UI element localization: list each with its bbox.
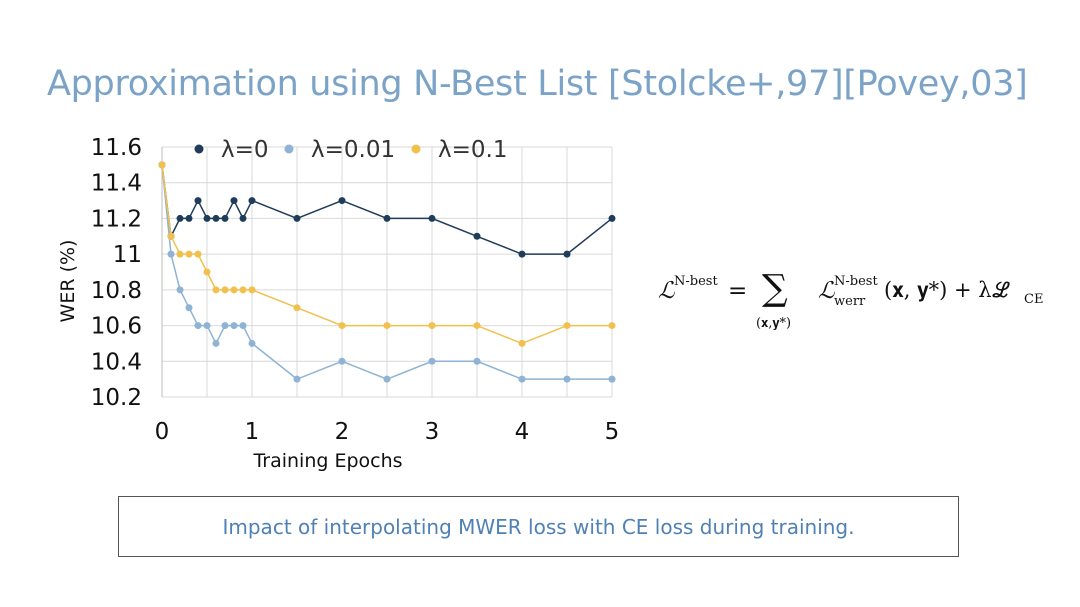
series-2-point [221, 286, 229, 294]
series-1-point [221, 322, 229, 330]
series-1-point [239, 322, 247, 330]
formula-equals: = [728, 278, 748, 304]
formula-term: ℒ [818, 278, 835, 304]
y-tick-label: 10.8 [91, 278, 142, 304]
x-tick-label: 2 [335, 419, 350, 445]
y-tick-label: 10.4 [91, 349, 142, 375]
x-tick-label: 5 [605, 419, 620, 445]
slide-title: Approximation using N-Best List [Stolcke… [47, 64, 1028, 104]
series-2-point [248, 286, 256, 294]
x-axis-title: Training Epochs [252, 450, 402, 472]
y-tick-label: 11.6 [91, 135, 142, 161]
series-2-point [158, 161, 166, 169]
series-0-point [338, 197, 346, 205]
series-1-point [428, 357, 436, 365]
series-2-point [194, 250, 202, 258]
series-0-point [185, 214, 193, 222]
series-0-point [239, 214, 247, 222]
formula-arguments: (𝐱, 𝐲*) + λℒ [884, 278, 1011, 302]
formula-lhs: ℒ [658, 278, 675, 304]
formula-term-subscript: werr [834, 294, 866, 309]
series-1-point [383, 375, 391, 383]
series-1-point [176, 286, 184, 294]
series-1-point [563, 375, 571, 383]
legend-marker-1 [284, 144, 294, 154]
x-tick-label: 1 [245, 419, 260, 445]
series-2-point [167, 232, 175, 240]
x-tick-label: 3 [425, 419, 440, 445]
series-0-point [203, 214, 211, 222]
series-1-point [473, 357, 481, 365]
legend-marker-0 [194, 144, 204, 154]
series-1-point [203, 322, 211, 330]
series-0-point [428, 214, 436, 222]
series-1-point [212, 339, 220, 347]
series-0-point [383, 214, 391, 222]
series-0-point [563, 250, 571, 258]
series-0-point [221, 214, 229, 222]
chart-legend: λ=0 λ=0.01 λ=0.1 [194, 137, 507, 163]
formula-lhs-superscript: N-best [674, 274, 718, 289]
series-2-point [239, 286, 247, 294]
caption-box: Impact of interpolating MWER loss with C… [118, 496, 959, 557]
series-2-point [563, 322, 571, 330]
x-tick-label: 0 [155, 419, 170, 445]
series-0-point [293, 214, 301, 222]
series-2-point [185, 250, 193, 258]
formula-sum-subscript: (𝐱,𝐲*) [756, 316, 792, 331]
series-0-point [230, 197, 238, 205]
series-0-point [194, 197, 202, 205]
series-2-point [608, 322, 616, 330]
series-0-point [608, 214, 616, 222]
series-2-point [338, 322, 346, 330]
series-2-point [293, 304, 301, 312]
series-1-point [608, 375, 616, 383]
series-1-point [167, 250, 175, 258]
series-1-point [338, 357, 346, 365]
wer-line-chart: 10.2 10.4 10.6 10.8 11 11.2 11.4 11.6 0 1 2 3 4 5 λ=0… [57, 135, 620, 472]
legend-label-2: λ=0.1 [438, 137, 507, 163]
series-0-point [473, 232, 481, 240]
series-0-point [176, 214, 184, 222]
y-tick-label: 11.2 [91, 206, 142, 232]
series-1-point [185, 304, 193, 312]
x-tick-label: 4 [515, 419, 530, 445]
series-2-point [212, 286, 220, 294]
series-0-point [212, 214, 220, 222]
chart-series [158, 161, 616, 383]
caption-text: Impact of interpolating MWER loss with C… [222, 514, 855, 539]
series-2-point [428, 322, 436, 330]
series-0-point [248, 197, 256, 205]
formula-sum-symbol: ∑ [762, 268, 788, 309]
formula-term-superscript: N-best [834, 274, 878, 289]
series-2-point [176, 250, 184, 258]
series-2-point [203, 268, 211, 276]
series-2-point [473, 322, 481, 330]
y-tick-label: 10.6 [91, 314, 142, 340]
y-axis-title: WER (%) [57, 240, 79, 323]
y-tick-label: 11.4 [91, 171, 142, 197]
legend-label-0: λ=0 [221, 137, 269, 163]
series-0-point [518, 250, 526, 258]
chart-axes: 10.2 10.4 10.6 10.8 11 11.2 11.4 11.6 0 1 2 3 4 5 [91, 135, 620, 445]
series-1-point [293, 375, 301, 383]
y-tick-label: 10.2 [91, 385, 142, 411]
series-1-point [248, 339, 256, 347]
series-2-point [518, 339, 526, 347]
y-tick-label: 11 [113, 242, 142, 268]
series-1-point [230, 322, 238, 330]
chart-grid [161, 146, 613, 398]
series-1-point [518, 375, 526, 383]
series-2-point [383, 322, 391, 330]
formula-ce-subscript: CE [1024, 292, 1044, 307]
legend-label-1: λ=0.01 [311, 137, 395, 163]
series-1-point [194, 322, 202, 330]
series-2-point [230, 286, 238, 294]
loss-formula: ℒ N-best = ∑ (𝐱,𝐲*) ℒ N-best werr (𝐱, 𝐲*… [658, 268, 1058, 340]
legend-marker-2 [411, 144, 421, 154]
